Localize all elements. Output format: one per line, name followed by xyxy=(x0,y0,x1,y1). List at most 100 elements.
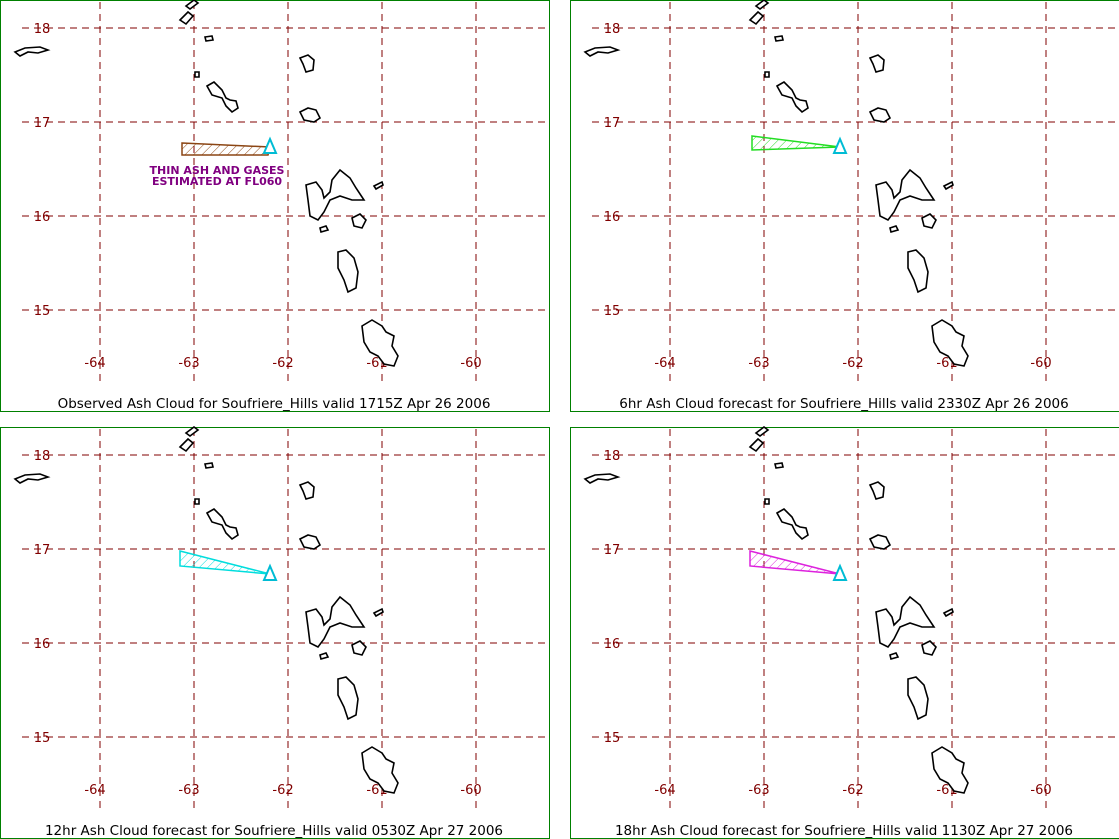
island xyxy=(184,426,200,437)
island xyxy=(931,319,969,367)
latitude-label: 15 xyxy=(604,731,621,746)
island xyxy=(774,35,784,42)
island xyxy=(298,54,315,73)
longitude-label: -64 xyxy=(654,783,675,798)
ash-annotation: ESTIMATED AT FL060 xyxy=(152,175,282,188)
latitude-label: 16 xyxy=(604,637,621,652)
island xyxy=(875,168,936,222)
island xyxy=(319,652,330,660)
ash-plume xyxy=(749,550,841,575)
island xyxy=(13,473,51,484)
longitude-label: -64 xyxy=(84,356,105,371)
latitude-label: 18 xyxy=(34,449,51,464)
island xyxy=(205,81,239,114)
latitude-label: 18 xyxy=(604,449,621,464)
longitude-label: -60 xyxy=(1030,783,1051,798)
latitude-label: 15 xyxy=(34,731,51,746)
longitude-label: -60 xyxy=(460,783,481,798)
latitude-label: 18 xyxy=(604,22,621,37)
longitude-label: -60 xyxy=(1030,356,1051,371)
island xyxy=(764,71,770,78)
island xyxy=(319,225,330,233)
volcano-marker xyxy=(832,136,848,154)
island xyxy=(748,10,765,26)
island xyxy=(774,462,784,469)
island xyxy=(921,213,937,229)
island xyxy=(351,213,367,229)
panel-frame xyxy=(570,0,1119,412)
longitude-label: -62 xyxy=(272,356,293,371)
panel-caption: 18hr Ash Cloud forecast for Soufriere_Hi… xyxy=(615,823,1073,839)
panel-frame xyxy=(0,0,550,412)
ash-plume xyxy=(179,550,271,575)
panel-caption: 12hr Ash Cloud forecast for Soufriere_Hi… xyxy=(45,823,503,839)
island xyxy=(775,81,809,114)
island xyxy=(372,607,384,618)
volcano-marker xyxy=(832,563,848,581)
latitude-label: 17 xyxy=(34,543,51,558)
island xyxy=(889,652,900,660)
island xyxy=(184,0,200,10)
island xyxy=(337,676,359,721)
island xyxy=(583,473,621,484)
island xyxy=(305,595,366,649)
island xyxy=(889,225,900,233)
island xyxy=(337,249,359,294)
island xyxy=(305,168,366,222)
island xyxy=(204,462,214,469)
island xyxy=(194,498,200,505)
island xyxy=(178,437,195,453)
island xyxy=(942,180,954,191)
island xyxy=(907,676,929,721)
latitude-label: 16 xyxy=(34,210,51,225)
island xyxy=(298,107,322,123)
island xyxy=(204,35,214,42)
ash-annotation: THIN ASH AND GASES xyxy=(150,164,285,177)
island xyxy=(178,10,195,26)
island xyxy=(583,46,621,57)
latitude-label: 17 xyxy=(604,543,621,558)
longitude-label: -64 xyxy=(84,783,105,798)
longitude-label: -63 xyxy=(748,356,769,371)
island xyxy=(775,508,809,541)
latitude-label: 18 xyxy=(34,22,51,37)
island xyxy=(875,595,936,649)
island xyxy=(754,426,770,437)
island xyxy=(868,107,892,123)
island xyxy=(361,746,399,794)
latitude-label: 15 xyxy=(604,304,621,319)
island xyxy=(942,607,954,618)
latitude-label: 17 xyxy=(604,116,621,131)
island xyxy=(931,746,969,794)
volcano-marker xyxy=(262,136,278,154)
island xyxy=(754,0,770,10)
panel-frame xyxy=(0,427,550,839)
longitude-label: -62 xyxy=(842,356,863,371)
latitude-label: 15 xyxy=(34,304,51,319)
island xyxy=(868,481,885,500)
latitude-label: 16 xyxy=(34,637,51,652)
longitude-label: -60 xyxy=(460,356,481,371)
panel-caption: Observed Ash Cloud for Soufriere_Hills v… xyxy=(58,396,491,412)
volcano-marker xyxy=(262,563,278,581)
island xyxy=(13,46,51,57)
island xyxy=(361,319,399,367)
island xyxy=(868,534,892,550)
island xyxy=(921,640,937,656)
longitude-label: -64 xyxy=(654,356,675,371)
island xyxy=(205,508,239,541)
longitude-label: -63 xyxy=(178,783,199,798)
island xyxy=(907,249,929,294)
panel-frame xyxy=(570,427,1119,839)
longitude-label: -62 xyxy=(272,783,293,798)
island xyxy=(298,534,322,550)
ash-plume xyxy=(751,135,841,151)
island xyxy=(372,180,384,191)
island xyxy=(748,437,765,453)
panel-caption: 6hr Ash Cloud forecast for Soufriere_Hil… xyxy=(619,396,1068,412)
island xyxy=(868,54,885,73)
